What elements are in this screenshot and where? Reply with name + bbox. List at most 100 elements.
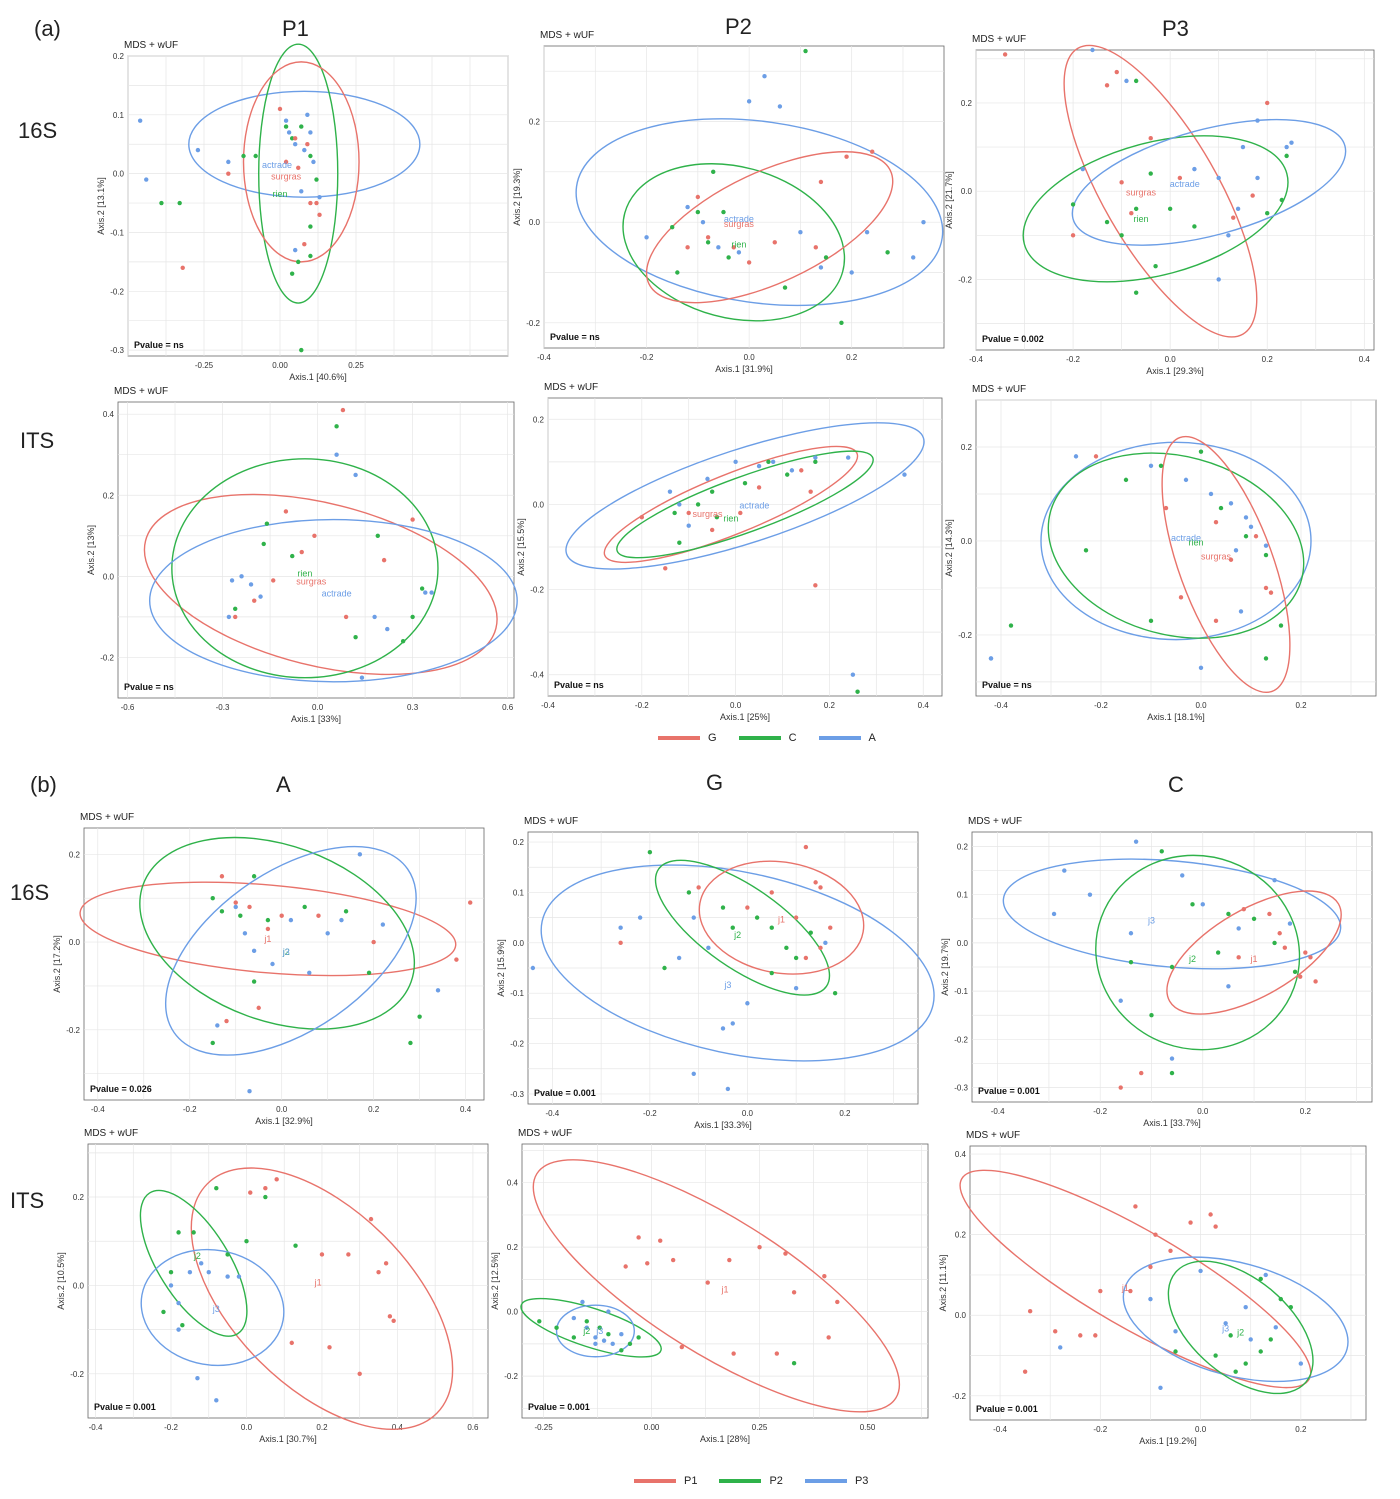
chart-b-16s-a-svg: MDS + wUF -0.4 -0.2 0.0 0.2 0.4 0.2 0.0 -0.2 Axis… <box>52 812 485 1126</box>
b-16s-a-point-blue <box>325 931 330 936</box>
b-its-c-xtick: -0.4 <box>993 1425 1007 1434</box>
a-its-p3-point-blue <box>1233 548 1239 553</box>
b-16s-g-point-red <box>793 915 799 920</box>
b-16s-c-point-red <box>1267 911 1272 917</box>
b-its-c-point-red <box>1027 1309 1033 1314</box>
b-its-a-point-blue <box>195 1376 200 1381</box>
b-its-g-point-red <box>705 1280 710 1285</box>
a-its-p3-point-green <box>1263 552 1269 558</box>
legend-b-label-p1: P1 <box>684 1475 698 1487</box>
a-16s-p3-xtick: 0.2 <box>1262 355 1274 364</box>
a-its-p3-centroid-label: surgras <box>1201 552 1232 562</box>
b-its-c-point-blue <box>1173 1329 1178 1334</box>
b-its-c-point-red <box>1053 1329 1058 1334</box>
col-title-c: C <box>1168 772 1184 797</box>
a-16s-p2-ytick: -0.2 <box>526 319 540 328</box>
b-16s-g-point-green <box>754 915 760 920</box>
a-its-p3-point-green <box>1158 463 1164 468</box>
b-16s-g-ylabel: Axis.2 [15.9%] <box>496 939 506 997</box>
b-its-c-point-green <box>1213 1353 1218 1358</box>
a-16s-p3-point-red <box>1250 193 1255 198</box>
b-its-c-ylabel: Axis.2 [11.1%] <box>938 1255 948 1312</box>
a-16s-p3-point-blue <box>1192 166 1197 172</box>
b-its-g-ellipse-red <box>532 1159 901 1413</box>
a-16s-p3-ylabel: Axis.2 [21.7%] <box>944 171 954 229</box>
b-its-a-ylabel: Axis.2 [10.5%] <box>56 1252 66 1310</box>
a-its-p2-point-green <box>855 689 860 694</box>
b-its-c-xtick: 0.0 <box>1195 1425 1207 1434</box>
b-its-g-ytick: 0.2 <box>507 1243 519 1252</box>
b-16s-c-point-red <box>1303 950 1308 955</box>
b-16s-a-xtick: -0.4 <box>91 1105 105 1114</box>
b-16s-a-xtick: 0.2 <box>368 1105 380 1114</box>
a-16s-p1-point-blue <box>317 194 322 200</box>
legend-b: P1 P2 P3 <box>634 1475 882 1487</box>
a-16s-p3-method-label: MDS + wUF <box>972 34 1026 45</box>
a-16s-p3-point-green <box>1104 219 1110 225</box>
b-16s-c-point-green <box>1215 950 1221 955</box>
b-its-a-ytick: 0.0 <box>73 1281 85 1290</box>
b-its-c-point-red <box>1098 1288 1103 1294</box>
a-16s-p2-ellipse-blue <box>575 118 944 307</box>
b-its-g-ytick: 0.0 <box>507 1308 519 1317</box>
a-its-p3-xtick: 0.0 <box>1195 701 1207 710</box>
a-16s-p2-point-red <box>731 245 736 250</box>
a-its-p1-point-blue <box>248 582 254 587</box>
a-its-p2-point-red <box>663 566 668 571</box>
a-16s-p1-point-green <box>177 200 182 206</box>
a-16s-p1-point-green <box>308 153 313 159</box>
a-its-p1-ytick: -0.2 <box>100 653 114 662</box>
b-its-c-point-red <box>1168 1248 1173 1253</box>
a-its-p1-ylabel: Axis.2 [13%] <box>86 525 96 575</box>
b-16s-c-point-blue <box>1062 868 1067 873</box>
a-16s-p1-point-blue <box>299 189 304 194</box>
b-its-a-point-green <box>214 1185 219 1191</box>
b-its-a-xtick: 0.6 <box>467 1423 479 1432</box>
b-16s-a-point-green <box>210 1040 215 1046</box>
b-16s-c-xtick: 0.2 <box>1300 1107 1312 1116</box>
b-16s-a-pvalue: Pvalue = 0.026 <box>90 1084 152 1094</box>
a-16s-p2-xlabel: Axis.1 [31.9%] <box>715 364 773 374</box>
a-its-p3-point-green <box>1148 618 1154 624</box>
b-16s-g-point-green <box>769 925 774 930</box>
b-its-a-xlabel: Axis.1 [30.7%] <box>259 1434 317 1444</box>
a-its-p2-point-green <box>742 480 748 486</box>
chart-b-its-a: MDS + wUF -0.4 -0.2 0.0 0.2 0.4 0.6 0.2 0.0 -0.2 A… <box>50 1124 490 1445</box>
b-its-g-point-red <box>727 1257 732 1263</box>
a-its-p3-point-red <box>1228 557 1234 562</box>
b-16s-a-point-red <box>256 1005 261 1011</box>
a-16s-p1-point-green <box>314 177 319 182</box>
chart-a-its-p2-svg: MDS + wUF -0.4 -0.2 0.0 0.2 0.4 0.2 0.0 -0.2 -0.4… <box>516 382 943 722</box>
a-its-p3-point-blue <box>988 656 994 661</box>
a-its-p2-ytick: 0.2 <box>533 415 545 424</box>
a-its-p1-ellipse-red <box>143 493 498 676</box>
legend-a-swatch-c <box>738 736 781 740</box>
b-16s-c-point-blue <box>1180 873 1185 878</box>
a-its-p1-point-red <box>283 509 289 514</box>
a-16s-p1-point-green <box>299 124 304 129</box>
a-16s-p2-point-blue <box>864 230 870 235</box>
b-16s-c-point-green <box>1226 911 1231 917</box>
a-its-p3-point-green <box>1083 548 1089 553</box>
b-16s-c-point-green <box>1292 969 1298 975</box>
b-16s-g-point-blue <box>730 1021 735 1026</box>
b-its-a-point-blue <box>176 1300 181 1306</box>
a-16s-p2-point-green <box>675 270 680 275</box>
a-16s-p2-xtick: -0.2 <box>640 353 654 362</box>
b-its-a-xtick: -0.4 <box>89 1423 103 1432</box>
a-16s-p3-point-blue <box>1255 175 1260 181</box>
a-16s-p2-point-green <box>823 255 829 260</box>
a-16s-p3-point-green <box>1133 290 1139 295</box>
b-its-a-ellipse-blue <box>140 1248 285 1367</box>
a-its-p3-point-red <box>1213 519 1219 525</box>
a-16s-p2-centroid-label: actrade <box>724 214 754 224</box>
chart-a-its-p3: MDS + wUF -0.4 -0.2 0.0 0.2 0.2 0.0 -0.2 Axis.1 … <box>944 382 1386 729</box>
a-its-p2-method-label: MDS + wUF <box>544 382 598 393</box>
a-its-p2-point-blue <box>733 459 738 465</box>
a-its-p2-point-green <box>766 459 771 465</box>
b-its-g-point-red <box>783 1251 788 1256</box>
a-16s-p2-point-blue <box>716 245 721 250</box>
b-its-c-ytick: 0.0 <box>955 1311 967 1320</box>
a-16s-p2-point-blue <box>700 219 706 225</box>
a-16s-p3-centroid-label: actrade <box>1170 179 1200 189</box>
